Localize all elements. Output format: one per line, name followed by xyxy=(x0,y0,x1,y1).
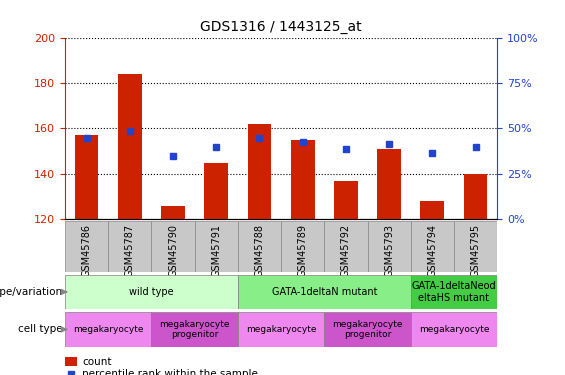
Text: GATA-1deltaN mutant: GATA-1deltaN mutant xyxy=(272,287,377,297)
Bar xyxy=(411,221,454,272)
Text: GSM45794: GSM45794 xyxy=(427,224,437,277)
Text: GSM45787: GSM45787 xyxy=(125,224,135,277)
Bar xyxy=(454,221,497,272)
Text: megakaryocyte: megakaryocyte xyxy=(73,325,144,334)
Text: genotype/variation: genotype/variation xyxy=(0,287,62,297)
Bar xyxy=(247,124,271,219)
Text: GSM45788: GSM45788 xyxy=(254,224,264,277)
Text: GATA-1deltaNeod
eltaHS mutant: GATA-1deltaNeod eltaHS mutant xyxy=(412,281,496,303)
Bar xyxy=(65,274,238,309)
Bar xyxy=(75,135,98,219)
Text: GSM45786: GSM45786 xyxy=(81,224,92,277)
Bar xyxy=(334,181,358,219)
Bar xyxy=(108,221,151,272)
Text: GSM45789: GSM45789 xyxy=(298,224,308,277)
Bar xyxy=(65,312,151,347)
Bar xyxy=(161,206,185,219)
Text: GSM45791: GSM45791 xyxy=(211,224,221,277)
Bar xyxy=(238,274,411,309)
Bar xyxy=(324,221,368,272)
Bar xyxy=(151,221,194,272)
Text: wild type: wild type xyxy=(129,287,173,297)
Text: megakaryocyte: megakaryocyte xyxy=(419,325,489,334)
Bar xyxy=(118,74,142,219)
Text: megakaryocyte
progenitor: megakaryocyte progenitor xyxy=(159,320,230,339)
Title: GDS1316 / 1443125_at: GDS1316 / 1443125_at xyxy=(200,20,362,34)
Bar xyxy=(291,140,315,219)
Bar xyxy=(238,221,281,272)
Bar xyxy=(367,221,411,272)
Text: GSM45795: GSM45795 xyxy=(471,224,481,277)
Text: cell type: cell type xyxy=(18,324,62,334)
Bar xyxy=(205,162,228,219)
Text: GSM45790: GSM45790 xyxy=(168,224,178,277)
Bar xyxy=(65,357,77,366)
Bar xyxy=(324,312,411,347)
Text: GSM45792: GSM45792 xyxy=(341,224,351,277)
Bar xyxy=(281,221,324,272)
Bar xyxy=(377,149,401,219)
Text: GSM45793: GSM45793 xyxy=(384,224,394,277)
Bar xyxy=(151,312,238,347)
Text: percentile rank within the sample: percentile rank within the sample xyxy=(82,369,258,375)
Bar xyxy=(65,221,108,272)
Bar xyxy=(464,174,488,219)
Bar xyxy=(420,201,444,219)
Text: count: count xyxy=(82,357,111,367)
Bar xyxy=(411,274,497,309)
Bar xyxy=(194,221,238,272)
Text: megakaryocyte: megakaryocyte xyxy=(246,325,316,334)
Bar xyxy=(238,312,324,347)
Text: megakaryocyte
progenitor: megakaryocyte progenitor xyxy=(332,320,403,339)
Bar xyxy=(411,312,497,347)
